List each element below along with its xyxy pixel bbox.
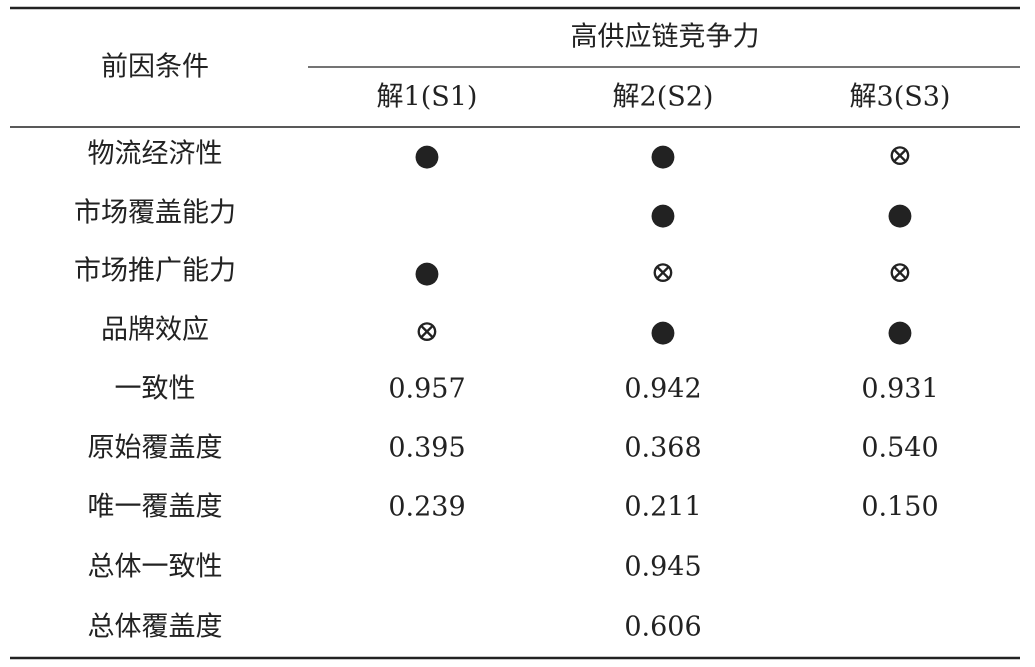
row-label: 总体一致性: [88, 552, 223, 583]
value-cell: 0.395: [388, 433, 465, 464]
row-label: 市场推广能力: [74, 256, 236, 287]
value-cell: 0.957: [388, 374, 465, 405]
symbol-cell: ●: [650, 138, 676, 173]
symbol-cell: ●: [650, 197, 676, 232]
column-header: 解2(S2): [613, 82, 714, 113]
value-cell: 0.150: [861, 492, 938, 523]
symbol-cell: ⊗: [887, 255, 912, 290]
value-cell: 0.931: [861, 374, 938, 405]
symbol-cell: ●: [650, 314, 676, 349]
symbol-cell: ⊗: [887, 138, 912, 173]
value-cell: 0.239: [388, 492, 465, 523]
row-label: 市场覆盖能力: [74, 198, 236, 229]
value-cell: 0.540: [861, 433, 938, 464]
value-cell: 0.945: [624, 552, 701, 583]
symbol-cell: ⊗: [414, 314, 439, 349]
row-label: 原始覆盖度: [88, 433, 223, 464]
group-header: 高供应链竞争力: [571, 22, 760, 53]
row-label: 物流经济性: [88, 139, 223, 170]
column-header: 解3(S3): [850, 82, 951, 113]
row-label: 一致性: [115, 374, 196, 405]
symbol-cell: ⊗: [650, 255, 675, 290]
symbol-cell: ●: [414, 138, 440, 173]
value-cell: 0.368: [624, 433, 701, 464]
symbol-cell: ●: [887, 197, 913, 232]
row-label: 品牌效应: [101, 315, 209, 346]
row-label: 唯一覆盖度: [88, 492, 223, 523]
value-cell: 0.942: [624, 374, 701, 405]
row-label: 总体覆盖度: [88, 612, 223, 643]
row-label-header: 前因条件: [101, 52, 209, 83]
column-header: 解1(S1): [377, 82, 478, 113]
symbol-cell: ●: [887, 314, 913, 349]
symbol-cell: ●: [414, 255, 440, 290]
value-cell: 0.606: [624, 612, 701, 643]
value-cell: 0.211: [624, 492, 701, 523]
